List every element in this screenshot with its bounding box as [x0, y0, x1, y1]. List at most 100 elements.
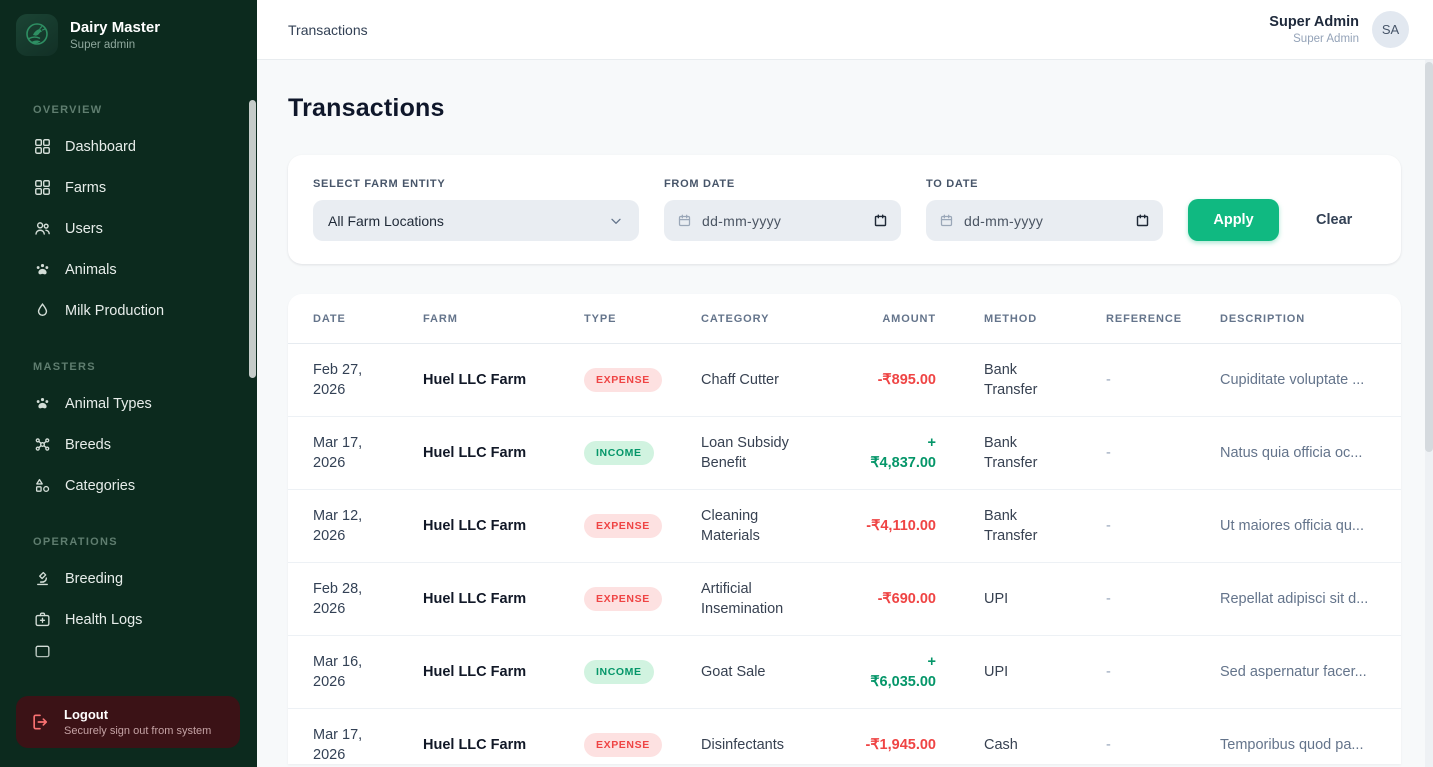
- category-cell: Artificial Insemination: [701, 581, 784, 617]
- page-scrollbar-thumb[interactable]: [1425, 62, 1433, 452]
- dashboard-grid-icon: [33, 137, 52, 156]
- page-title: Transactions: [288, 94, 445, 122]
- sidebar-item-categories[interactable]: Categories: [0, 465, 257, 506]
- date-picker-icon[interactable]: [873, 213, 888, 228]
- to-date-input[interactable]: dd-mm-yyyy: [926, 200, 1163, 241]
- sidebar-item-breeding[interactable]: Breeding: [0, 558, 257, 599]
- farm-cell: Huel LLC Farm: [423, 445, 527, 461]
- sidebar-item-users[interactable]: Users: [0, 208, 257, 249]
- paw-icon: [33, 260, 52, 279]
- nav-section-masters: Masters: [33, 361, 96, 373]
- table-row: Feb 27, 2026 Huel LLC Farm EXPENSE Chaff…: [288, 344, 1401, 417]
- type-badge: INCOME: [584, 660, 654, 684]
- amount-cell: -₹690.00: [877, 591, 936, 607]
- method-cell: UPI: [984, 591, 1009, 607]
- farm-cell: Huel LLC Farm: [423, 664, 527, 680]
- microscope-icon: [33, 569, 52, 588]
- farm-cell: Huel LLC Farm: [423, 591, 527, 607]
- farm-cell: Huel LLC Farm: [423, 372, 527, 388]
- card-icon: [33, 640, 52, 658]
- farm-cell: Huel LLC Farm: [423, 737, 527, 753]
- amount-cell: -₹4,110.00: [866, 518, 936, 534]
- filter-bar: Select Farm Entity All Farm Locations Fr…: [288, 155, 1401, 264]
- apply-button[interactable]: Apply: [1188, 199, 1279, 241]
- category-cell: Chaff Cutter: [701, 372, 779, 388]
- farm-select-label: Select Farm Entity: [313, 178, 446, 190]
- clear-button[interactable]: Clear: [1316, 199, 1352, 241]
- breadcrumb: Transactions: [288, 21, 368, 38]
- amount-cell: + ₹4,837.00: [870, 435, 936, 471]
- calendar-icon: [939, 213, 954, 228]
- farm-cell: Huel LLC Farm: [423, 518, 527, 534]
- chevron-down-icon: [608, 213, 624, 229]
- amount-cell: -₹895.00: [877, 372, 936, 388]
- amount-cell: -₹1,945.00: [865, 737, 937, 753]
- from-date-label: From Date: [664, 178, 735, 190]
- date-picker-icon[interactable]: [1135, 213, 1150, 228]
- reference-cell: -: [1106, 372, 1111, 388]
- method-cell: Bank Transfer: [984, 362, 1038, 398]
- from-date-input[interactable]: dd-mm-yyyy: [664, 200, 901, 241]
- avatar[interactable]: SA: [1372, 11, 1409, 48]
- paw-icon: [33, 394, 52, 413]
- users-icon: [33, 219, 52, 238]
- table-row: Feb 28, 2026 Huel LLC Farm EXPENSE Artif…: [288, 563, 1401, 636]
- sidebar-item-breeds[interactable]: Breeds: [0, 424, 257, 465]
- farm-select[interactable]: All Farm Locations: [313, 200, 639, 241]
- sidebar-item-health-logs[interactable]: Health Logs: [0, 599, 257, 640]
- app-logo-icon: [16, 14, 58, 56]
- description-cell: Sed aspernatur facer...: [1220, 664, 1367, 680]
- method-cell: Cash: [984, 737, 1018, 753]
- category-cell: Disinfectants: [701, 737, 785, 753]
- nav-section-overview: Overview: [33, 104, 103, 116]
- main-content: Transactions Select Farm Entity All Farm…: [257, 60, 1433, 767]
- reference-cell: -: [1106, 664, 1111, 680]
- reference-cell: -: [1106, 518, 1111, 534]
- brand: Dairy Master Super admin: [0, 0, 257, 68]
- to-date-label: To Date: [926, 178, 979, 190]
- sidebar-item-dashboard[interactable]: Dashboard: [0, 126, 257, 167]
- type-badge: INCOME: [584, 441, 654, 465]
- logout-button[interactable]: Logout Securely sign out from system: [16, 696, 240, 748]
- type-badge: EXPENSE: [584, 368, 662, 392]
- amount-cell: + ₹6,035.00: [870, 654, 936, 690]
- date-cell: Mar 12, 2026: [313, 508, 363, 544]
- sidebar-scrollbar[interactable]: [249, 100, 256, 378]
- type-badge: EXPENSE: [584, 733, 662, 757]
- type-badge: EXPENSE: [584, 514, 662, 538]
- sidebar-item-farms[interactable]: Farms: [0, 167, 257, 208]
- transactions-table: Date Farm Type Category Amount Method Re…: [288, 294, 1401, 764]
- topbar: Transactions Super Admin Super Admin SA: [257, 0, 1433, 60]
- table-row: Mar 16, 2026 Huel LLC Farm INCOME Goat S…: [288, 636, 1401, 709]
- method-cell: Bank Transfer: [984, 508, 1038, 544]
- user-box: Super Admin Super Admin SA: [1269, 11, 1409, 48]
- reference-cell: -: [1106, 737, 1111, 753]
- app-subtitle: Super admin: [70, 39, 136, 52]
- sidebar-item-partial[interactable]: [0, 640, 257, 658]
- side-nav: Overview Dashboard Farms: [0, 104, 257, 658]
- user-role: Super Admin: [1293, 33, 1359, 46]
- droplet-icon: [33, 301, 52, 320]
- sidebar-item-milk-production[interactable]: Milk Production: [0, 290, 257, 331]
- description-cell: Repellat adipisci sit d...: [1220, 591, 1369, 607]
- nav-section-operations: Operations: [33, 536, 118, 548]
- reference-cell: -: [1106, 591, 1111, 607]
- category-cell: Cleaning Materials: [701, 508, 760, 544]
- date-cell: Mar 17, 2026: [313, 435, 363, 471]
- logout-icon: [30, 712, 50, 732]
- sidebar: Dairy Master Super admin Overview Dashbo…: [0, 0, 257, 767]
- category-cell: Goat Sale: [701, 664, 766, 680]
- method-cell: Bank Transfer: [984, 435, 1038, 471]
- description-cell: Natus quia officia oc...: [1220, 445, 1363, 461]
- sidebar-item-animals[interactable]: Animals: [0, 249, 257, 290]
- shapes-icon: [33, 476, 52, 495]
- description-cell: Temporibus quod pa...: [1220, 737, 1364, 753]
- date-cell: Mar 16, 2026: [313, 654, 363, 690]
- sidebar-item-animal-types[interactable]: Animal Types: [0, 383, 257, 424]
- table-row: Mar 17, 2026 Huel LLC Farm EXPENSE Disin…: [288, 709, 1401, 764]
- medkit-icon: [33, 610, 52, 629]
- nodes-icon: [33, 435, 52, 454]
- category-cell: Loan Subsidy Benefit: [701, 435, 789, 471]
- type-badge: EXPENSE: [584, 587, 662, 611]
- description-cell: Ut maiores officia qu...: [1220, 518, 1364, 534]
